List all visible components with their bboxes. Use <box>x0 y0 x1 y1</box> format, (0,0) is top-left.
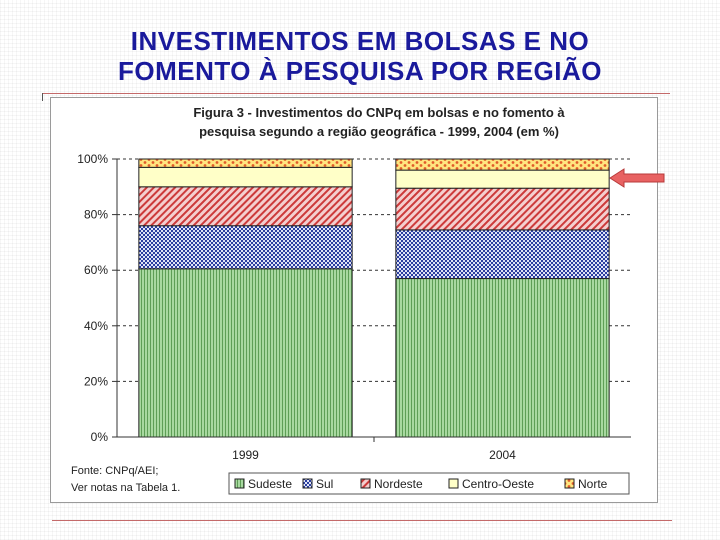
bar-segment-norte <box>138 158 353 168</box>
y-tick-label: 40% <box>84 319 108 333</box>
legend-swatch-sul <box>302 478 313 489</box>
y-tick-label: 60% <box>84 263 108 277</box>
title-divider <box>42 93 670 94</box>
bar-segment-centro-oeste <box>138 166 353 188</box>
legend-label-norte: Norte <box>578 477 608 491</box>
legend-swatch-nordeste <box>360 478 371 489</box>
y-tick-label: 0% <box>91 430 109 444</box>
legend-box <box>228 472 630 495</box>
chart-title-line-1: Figura 3 - Investimentos do CNPq em bols… <box>193 105 565 120</box>
chart-source-line-2: Ver notas na Tabela 1. <box>71 482 180 494</box>
slide-title-line-1: INVESTIMENTOS EM BOLSAS E NO <box>130 26 590 56</box>
legend-label-centro-oeste: Centro-Oeste <box>462 477 534 491</box>
x-tick-label: 2004 <box>489 448 516 462</box>
bar-segment-nordeste <box>395 187 610 231</box>
legend-swatch-sudeste <box>234 478 245 489</box>
bottom-divider <box>52 520 672 521</box>
y-tick-label: 80% <box>84 208 108 222</box>
legend-label-nordeste: Nordeste <box>374 477 423 491</box>
bar-segment-sudeste <box>138 268 353 438</box>
legend-label-sudeste: Sudeste <box>248 477 292 491</box>
bar-segment-centro-oeste <box>395 169 610 189</box>
bar-segment-sul <box>138 225 353 270</box>
y-tick-label: 20% <box>84 374 108 388</box>
annotation-arrow-icon <box>609 168 665 188</box>
chart-title-line-2: pesquisa segundo a região geográfica - 1… <box>199 124 559 139</box>
bar-segment-nordeste <box>138 186 353 227</box>
stacked-bar-chart: Figura 3 - Investimentos do CNPq em bols… <box>71 105 631 495</box>
legend-swatch-centro-oeste <box>448 478 459 489</box>
title-divider-tick <box>42 93 43 101</box>
bar-segment-norte <box>395 158 610 171</box>
bar-segment-sudeste <box>395 278 610 438</box>
slide-title: INVESTIMENTOS EM BOLSAS E NO FOMENTO À P… <box>20 26 700 86</box>
y-tick-label: 100% <box>77 152 108 166</box>
chart-frame: Figura 3 - Investimentos do CNPq em bols… <box>50 97 658 503</box>
x-tick-label: 1999 <box>232 448 259 462</box>
legend-swatch-norte <box>564 478 575 489</box>
chart-source-line-1: Fonte: CNPq/AEI; <box>71 465 158 477</box>
chart-legend: Sudeste Sul Nordeste Centro-Oeste Norte <box>228 472 630 495</box>
slide-title-line-2: FOMENTO À PESQUISA POR REGIÃO <box>118 56 602 86</box>
bar-segment-sul <box>395 229 610 280</box>
legend-label-sul: Sul <box>316 477 333 491</box>
